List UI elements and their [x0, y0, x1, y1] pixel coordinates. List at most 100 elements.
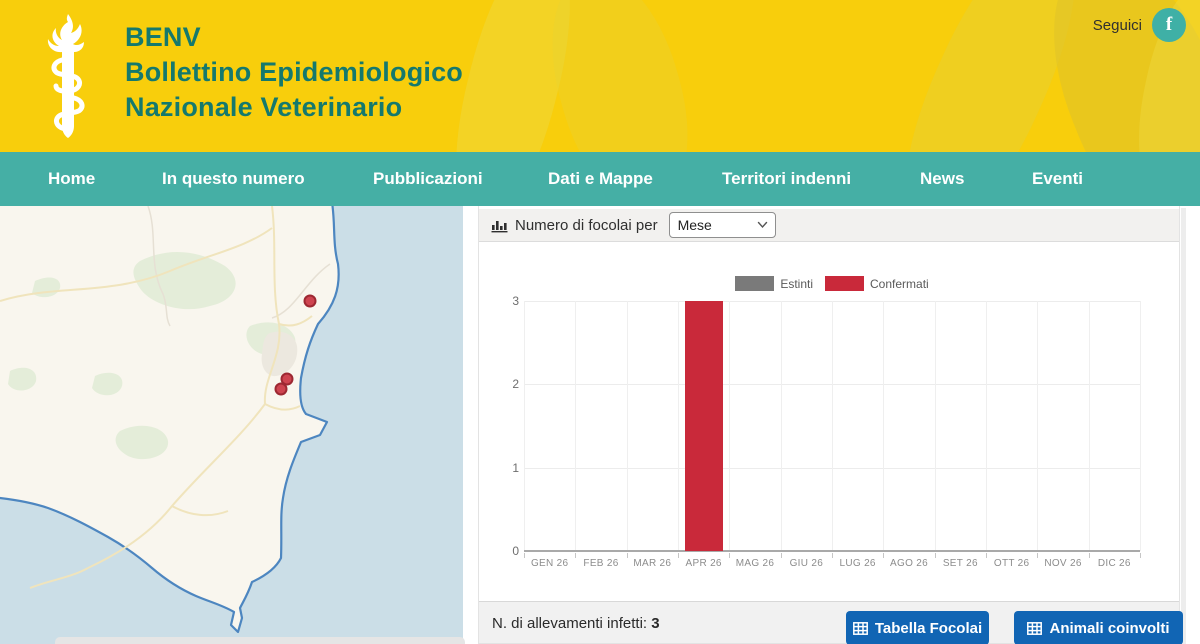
gridline — [1140, 301, 1141, 551]
nav-item-news[interactable]: News — [920, 169, 965, 188]
x-tick-label: GEN 26 — [530, 558, 569, 569]
axis-tick — [780, 553, 782, 558]
axis-tick — [729, 553, 731, 558]
legend-swatch — [825, 276, 864, 291]
bar[interactable] — [684, 301, 723, 551]
outbreak-marker[interactable] — [303, 294, 317, 308]
header-banner: BENV Bollettino Epidemiologico Nazionale… — [0, 0, 1200, 152]
y-tick-label: 3 — [512, 294, 519, 308]
panel-edge-divider — [1181, 208, 1186, 644]
table-icon — [852, 621, 868, 635]
x-tick-label: MAR 26 — [633, 558, 672, 569]
axis-tick — [575, 553, 577, 558]
axis-tick — [524, 553, 525, 558]
infected-farms-label: N. di allevamenti infetti: — [492, 615, 648, 632]
legend-label: Estinti — [780, 276, 813, 291]
axis-tick — [626, 553, 628, 558]
infected-farms-value: 3 — [651, 615, 660, 632]
nav-item-pubblicazioni[interactable]: Pubblicazioni — [373, 169, 483, 188]
x-axis-labels: GEN 26 FEB 26 MAR 26 APR 26 MAG 26 GIU 26 LUG … — [524, 558, 1140, 572]
tabella-focolai-button[interactable]: Tabella Focolai — [846, 611, 989, 644]
nav-item-eventi[interactable]: Eventi — [1032, 169, 1084, 188]
chevron-down-icon — [757, 221, 767, 229]
decorative-ribbon — [529, 0, 711, 152]
nav-item-territori-indenni[interactable]: Territori indenni — [722, 169, 852, 188]
gridline — [832, 301, 833, 551]
legend-swatch — [735, 276, 775, 291]
site-title-line2: Bollettino Epidemiologico — [125, 57, 463, 87]
outbreak-marker[interactable] — [280, 372, 294, 386]
axis-tick — [883, 553, 885, 558]
gridline — [729, 301, 731, 551]
axis-tick — [678, 553, 679, 558]
gridline — [934, 301, 936, 551]
x-tick-label: AGO 26 — [890, 558, 928, 569]
gridline — [575, 301, 577, 551]
x-tick-label: LUG 26 — [839, 558, 876, 569]
legend-item[interactable]: Estinti — [735, 276, 813, 291]
map-roads — [0, 206, 313, 589]
axis-tick — [832, 553, 833, 558]
nav-item-home[interactable]: Home — [48, 169, 96, 188]
gridline — [780, 301, 782, 551]
y-axis-labels: 0 1 2 3 — [491, 294, 519, 558]
x-tick-label: NOV 26 — [1044, 558, 1082, 569]
y-tick-label: 0 — [512, 544, 519, 558]
map-lake — [29, 529, 59, 549]
gridline — [1088, 301, 1090, 551]
chart-legend: Estinti Confermati — [524, 276, 1140, 291]
outbreak-map[interactable] — [0, 206, 463, 644]
site-title-line3: Nazionale Veterinario — [125, 92, 403, 122]
site-title-line1: BENV — [125, 22, 201, 52]
outbreak-marker[interactable] — [274, 382, 288, 396]
axis-tick — [934, 553, 936, 558]
nav-item-in-questo-numero[interactable]: In questo numero — [162, 169, 305, 188]
follow-label: Seguici — [1092, 16, 1142, 34]
animali-coinvolti-button[interactable]: Animali coinvolti — [1014, 611, 1183, 644]
chart-panel: Numero di focolai per Mese Estinti Confer… — [478, 206, 1183, 644]
nav-item-dati-e-mappe[interactable]: Dati e Mappe — [548, 169, 653, 188]
x-tick-label: DIC 26 — [1097, 558, 1131, 569]
map-boundaries — [147, 206, 331, 327]
axis-tick — [986, 553, 987, 558]
axis-tick — [1088, 553, 1090, 558]
chart-panel-header: Numero di focolai per Mese — [479, 209, 1179, 242]
period-select[interactable]: Mese — [668, 212, 776, 238]
gridline — [1037, 301, 1039, 551]
social-follow: Seguici f — [1093, 8, 1186, 42]
x-tick-label: FEB 26 — [583, 558, 619, 569]
gridline — [524, 301, 525, 551]
x-axis-line — [524, 550, 1140, 552]
legend-label: Confermati — [870, 276, 929, 291]
chart-panel-footer: N. di allevamenti infetti: 3 Tabella Foc… — [479, 601, 1183, 644]
aesculapius-staff-logo-icon[interactable] — [28, 8, 108, 140]
facebook-icon[interactable]: f — [1152, 8, 1186, 42]
x-tick-label: APR 26 — [685, 558, 722, 569]
gridline — [678, 301, 679, 551]
below-fold-section-edge — [55, 637, 465, 644]
bar-chart-icon — [491, 220, 508, 232]
x-tick-label: GIU 26 — [789, 558, 824, 569]
y-tick-label: 1 — [512, 460, 519, 475]
gridline — [986, 301, 987, 551]
y-tick-label: 2 — [512, 377, 519, 392]
chart-title-label: Numero di focolai per — [515, 216, 658, 234]
gridline — [626, 301, 628, 551]
plot-area — [524, 301, 1141, 558]
animali-coinvolti-label: Animali coinvolti — [1049, 619, 1170, 637]
map-land — [0, 206, 340, 634]
legend-item[interactable]: Confermati — [825, 276, 929, 291]
map-urban-area — [261, 331, 298, 377]
infected-farms-text: N. di allevamenti infetti: 3 — [492, 615, 660, 632]
x-tick-label: MAG 26 — [735, 558, 775, 569]
gridline — [883, 301, 885, 551]
x-tick-label: OTT 26 — [993, 558, 1030, 569]
main-nav: Home In questo numero Pubblicazioni Dati… — [0, 152, 1200, 206]
axis-tick — [1037, 553, 1039, 558]
axis-tick — [1140, 553, 1141, 558]
x-tick-label: SET 26 — [942, 558, 978, 569]
table-icon — [1027, 621, 1043, 635]
period-select-value: Mese — [677, 217, 712, 233]
tabella-focolai-label: Tabella Focolai — [874, 619, 983, 637]
